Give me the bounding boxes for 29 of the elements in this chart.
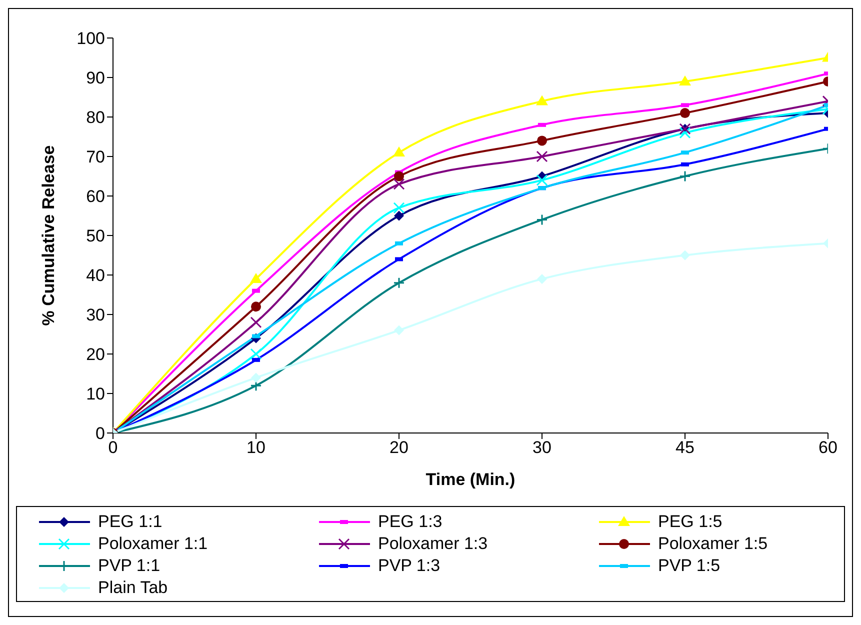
legend-label: Plain Tab xyxy=(98,578,168,598)
x-axis-title: Time (Min.) xyxy=(426,470,516,489)
x-tick-label: 0 xyxy=(108,438,118,458)
y-tick-label: 60 xyxy=(86,187,105,206)
y-tick-label: 0 xyxy=(96,424,105,444)
legend-label: PVP 1:3 xyxy=(378,556,440,576)
legend-label: PVP 1:5 xyxy=(658,556,720,576)
x-tick-label: 45 xyxy=(676,438,694,458)
legend-label: Poloxamer 1:3 xyxy=(378,534,488,554)
y-tick-label: 70 xyxy=(86,148,105,167)
y-tick-label: 30 xyxy=(86,306,105,325)
legend-label: PEG 1:3 xyxy=(378,512,442,532)
x-tick-label: 60 xyxy=(818,438,838,458)
legend-label: PVP 1:1 xyxy=(98,556,160,576)
legend-label: Poloxamer 1:5 xyxy=(658,534,768,554)
y-tick-label: 80 xyxy=(86,108,105,128)
legend-label: PEG 1:1 xyxy=(98,512,162,532)
y-tick-label: 40 xyxy=(86,266,105,286)
x-tick-label: 10 xyxy=(246,438,266,458)
y-tick-label: 90 xyxy=(86,68,105,88)
y-tick-label: 10 xyxy=(86,384,105,404)
x-tick-label: 30 xyxy=(532,438,552,458)
legend-label: PEG 1:5 xyxy=(658,512,722,532)
y-axis-title: % Cumulative Release xyxy=(39,145,58,326)
y-tick-label: 100 xyxy=(76,29,105,48)
legend-label: Poloxamer 1:1 xyxy=(98,534,208,554)
x-tick-label: 20 xyxy=(390,438,408,458)
y-tick-label: 50 xyxy=(86,226,105,246)
y-tick-label: 20 xyxy=(86,345,105,364)
